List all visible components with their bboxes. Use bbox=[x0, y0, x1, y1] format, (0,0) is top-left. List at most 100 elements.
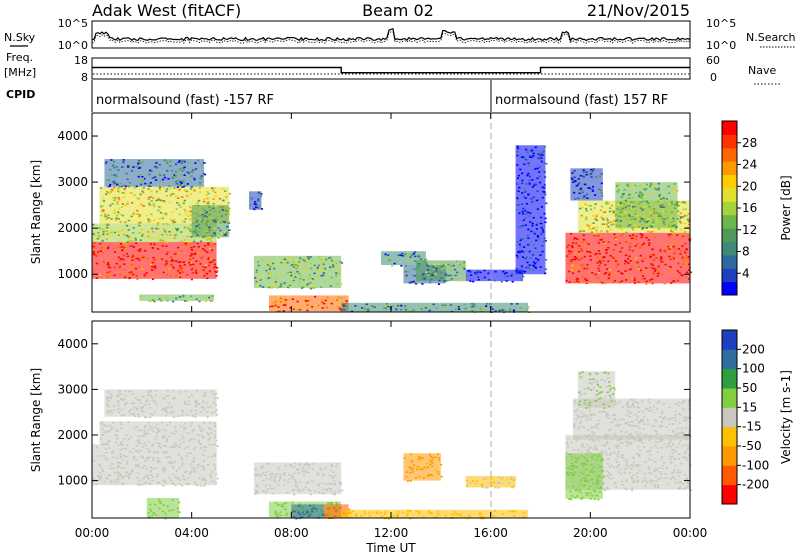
power-cell bbox=[645, 244, 648, 247]
velocity-cell bbox=[582, 473, 585, 476]
power-cell bbox=[296, 306, 299, 308]
velocity-cell bbox=[119, 393, 122, 395]
velocity-cell bbox=[109, 429, 112, 431]
velocity-cell bbox=[616, 447, 619, 449]
velocity-cell bbox=[673, 449, 676, 452]
power-cell bbox=[184, 218, 187, 220]
power-cell bbox=[179, 184, 182, 186]
power-cell bbox=[108, 271, 111, 273]
power-cell bbox=[332, 264, 335, 266]
power-cell bbox=[541, 250, 544, 253]
power-cell bbox=[181, 186, 184, 188]
power-cell bbox=[209, 209, 212, 211]
velocity-cell bbox=[410, 453, 413, 456]
power-cell bbox=[109, 192, 112, 195]
velocity-cell bbox=[641, 410, 644, 413]
power-cell bbox=[605, 202, 608, 205]
power-cell bbox=[521, 192, 524, 194]
velocity-cell bbox=[601, 450, 604, 452]
velocity-cell bbox=[147, 403, 150, 405]
power-cell bbox=[190, 246, 193, 249]
power-cell bbox=[641, 209, 644, 211]
velocity-cell bbox=[684, 450, 687, 453]
velocity-cell bbox=[660, 440, 663, 442]
velocity-cell bbox=[127, 475, 130, 477]
power-cell bbox=[120, 246, 123, 248]
velocity-cell bbox=[589, 470, 593, 473]
power-cell bbox=[207, 257, 210, 259]
power-cell bbox=[585, 281, 588, 283]
velocity-cell bbox=[165, 438, 168, 441]
power-cell bbox=[287, 257, 290, 260]
power-cell bbox=[173, 237, 176, 239]
power-cell bbox=[628, 246, 632, 248]
power-cell bbox=[130, 273, 133, 276]
power-cell bbox=[165, 233, 168, 236]
power-cell bbox=[184, 300, 187, 302]
velocity-cell bbox=[162, 407, 165, 410]
velocity-cell bbox=[120, 427, 123, 429]
velocity-cell bbox=[190, 438, 193, 441]
power-cell bbox=[106, 271, 109, 274]
velocity-cell bbox=[298, 490, 301, 492]
velocity-cell bbox=[134, 450, 138, 452]
velocity-cell bbox=[109, 410, 112, 412]
velocity-cell bbox=[148, 456, 151, 459]
velocity-cell bbox=[678, 487, 681, 490]
power-cell bbox=[179, 296, 182, 298]
power-cell bbox=[184, 184, 187, 187]
velocity-cell bbox=[605, 386, 608, 388]
power-cell bbox=[194, 252, 197, 255]
velocity-cell bbox=[162, 471, 166, 473]
velocity-cell bbox=[680, 463, 683, 465]
velocity-cell bbox=[311, 511, 314, 513]
power-cell bbox=[647, 202, 650, 204]
power-cell bbox=[598, 264, 601, 267]
velocity-cell bbox=[580, 375, 583, 378]
velocity-cell bbox=[616, 453, 619, 455]
power-cell bbox=[200, 257, 203, 259]
power-cell bbox=[185, 213, 188, 216]
power-cell bbox=[182, 295, 185, 298]
power-cell bbox=[325, 306, 329, 309]
power-cell bbox=[132, 232, 135, 234]
power-cell bbox=[606, 268, 609, 270]
power-cell bbox=[137, 167, 140, 169]
velocity-cell bbox=[341, 489, 344, 492]
velocity-cell bbox=[277, 513, 280, 515]
power-cell bbox=[517, 174, 520, 177]
power-cell bbox=[118, 241, 121, 243]
power-cell bbox=[214, 265, 217, 268]
power-cell bbox=[609, 221, 613, 223]
power-cell bbox=[121, 203, 124, 205]
velocity-cell bbox=[181, 411, 185, 413]
power-cell bbox=[628, 214, 631, 216]
velocity-cell bbox=[659, 436, 662, 439]
velocity-cell bbox=[676, 436, 679, 438]
power-cell bbox=[592, 215, 595, 217]
velocity-cell bbox=[119, 443, 122, 446]
velocity-colorbar-tick-label: -200 bbox=[742, 478, 769, 492]
velocity-cell bbox=[636, 434, 639, 436]
velocity-cell bbox=[597, 398, 600, 400]
velocity-cell bbox=[625, 444, 629, 447]
power-cell bbox=[526, 308, 529, 310]
velocity-cell bbox=[466, 484, 469, 486]
power-cell bbox=[668, 211, 671, 214]
power-cell bbox=[150, 190, 153, 193]
power-cell bbox=[534, 266, 537, 268]
velocity-cell bbox=[274, 476, 277, 478]
power-cell bbox=[163, 228, 166, 231]
velocity-cell bbox=[157, 460, 160, 462]
power-cell bbox=[541, 186, 544, 189]
velocity-cell bbox=[595, 425, 598, 427]
power-cell bbox=[330, 276, 333, 279]
velocity-cell bbox=[576, 495, 579, 497]
velocity-cell bbox=[135, 408, 138, 411]
velocity-cell bbox=[164, 452, 168, 454]
velocity-cell bbox=[136, 482, 139, 485]
power-cell bbox=[290, 264, 293, 266]
velocity-cell bbox=[195, 409, 198, 412]
power-cell bbox=[269, 272, 272, 274]
